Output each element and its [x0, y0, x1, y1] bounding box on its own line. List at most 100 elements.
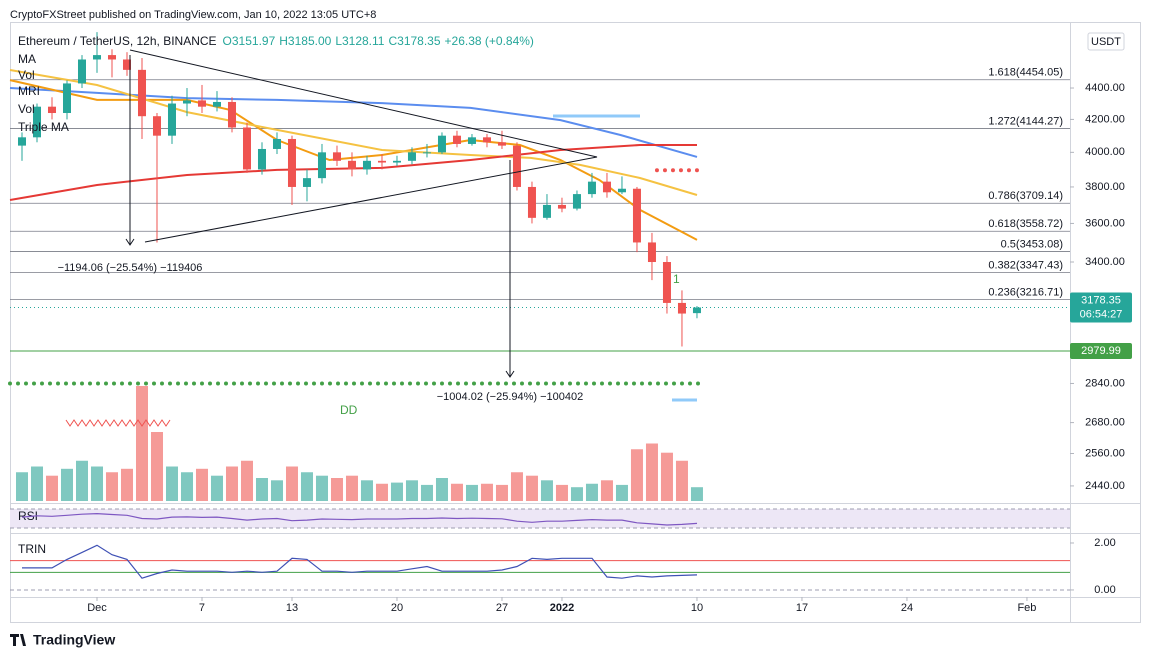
candle-body [527, 186, 536, 218]
x-tick-label: Dec [87, 602, 107, 614]
volume-bar [300, 472, 313, 501]
x-tick-label: 20 [391, 602, 403, 614]
volume-bar [180, 472, 193, 501]
y-tick-label: 2680.00 [1085, 417, 1125, 429]
fib-label: 1.272(4144.27) [988, 115, 1063, 127]
volume-bar [105, 472, 118, 501]
volume-bar [480, 483, 493, 501]
volume-bar [270, 480, 283, 501]
arrow-head [125, 238, 135, 246]
volume-bar [555, 484, 568, 501]
trin-tick-label: 2.00 [1094, 537, 1115, 549]
ohlc-change: +26.38 (+0.84%) [445, 34, 534, 48]
price-tag [1070, 342, 1132, 359]
last-price-tag [1070, 292, 1132, 323]
ohlc-low: L3128.11 [335, 34, 384, 48]
candle-body [677, 302, 686, 314]
candle-body [257, 148, 266, 170]
currency[interactable]: USDT [1091, 36, 1121, 48]
x-tick-label: 27 [496, 602, 508, 614]
currency-box[interactable] [1087, 32, 1125, 51]
candle-body [272, 138, 281, 149]
candle-body [77, 59, 86, 84]
candle-body [362, 160, 371, 170]
candle-body [47, 106, 56, 114]
y-tick-label: 4400.00 [1085, 82, 1125, 94]
candle-body [32, 106, 41, 138]
volume-bar [150, 432, 163, 501]
volume-bar [525, 475, 538, 501]
measure-label: −1004.02 (−25.94%) −100402 [437, 391, 584, 403]
volume-bar [165, 466, 178, 501]
candle-body [287, 138, 296, 187]
indicator-label[interactable]: Vol [18, 68, 35, 82]
volume-bar [195, 468, 208, 501]
indicator-label[interactable]: Vol [18, 102, 35, 116]
candle-body [17, 137, 26, 146]
volume-bar [210, 475, 223, 501]
pattern-label: DD [340, 403, 358, 417]
y-tick-label: 3400.00 [1085, 256, 1125, 268]
publisher-header: CryptoFXStreet published on TradingView.… [10, 9, 376, 21]
trin-tick-label: 0.00 [1094, 584, 1115, 596]
candle-body [587, 181, 596, 195]
indicator-label[interactable]: MRI [18, 84, 40, 98]
volume-bar [240, 460, 253, 501]
volume-bar [285, 466, 298, 501]
volume-bar [675, 460, 688, 501]
candle-body [347, 160, 356, 170]
candle-body [167, 103, 176, 136]
y-tick-label: 3800.00 [1085, 181, 1125, 193]
candle-body [212, 101, 221, 107]
y-tick-label: 4000.00 [1085, 146, 1125, 158]
volume-bar [495, 484, 508, 501]
x-tick-label: 2022 [550, 602, 574, 614]
volume-bar [120, 468, 133, 501]
indicator-label[interactable]: Triple MA [18, 120, 69, 134]
volume-bar [690, 487, 703, 501]
volume-bar [45, 475, 58, 501]
candle-body [407, 152, 416, 161]
candle-body [332, 152, 341, 161]
candle-body [92, 55, 101, 60]
candle-body [227, 101, 236, 128]
trin-line [22, 544, 698, 579]
candle-body [242, 127, 251, 170]
zigzag-marker [65, 419, 171, 427]
candle-layer [17, 32, 701, 347]
pane-label[interactable]: TRIN [18, 542, 46, 556]
candle-body [632, 188, 641, 243]
rsi-band [10, 509, 1070, 528]
volume-bar [60, 468, 73, 501]
candle-body [482, 137, 491, 143]
candle-body [692, 307, 701, 314]
frame [10, 22, 1141, 623]
candle-body [62, 83, 71, 114]
y-tick-label: 2560.00 [1085, 447, 1125, 459]
candle-body [557, 204, 566, 209]
fib-label: 0.236(3216.71) [988, 286, 1063, 298]
volume-bar [225, 466, 238, 501]
triangle-drawing [129, 49, 598, 243]
candle-body [152, 116, 161, 136]
symbol-title: Ethereum / TetherUS, 12h, BINANCE [18, 34, 217, 48]
ohlc-close: C3178.35 [388, 34, 440, 48]
candle-body [452, 135, 461, 144]
x-tick-label: 10 [691, 602, 703, 614]
x-tick-label: 17 [796, 602, 808, 614]
volume-bar [15, 472, 28, 501]
x-tick-label: 7 [199, 602, 205, 614]
volume-bar [645, 443, 658, 501]
brand-logo: TradingView [10, 632, 115, 648]
last-price-label: 3178.35 [1081, 294, 1121, 306]
volume-bar [360, 480, 373, 501]
volume-bar [375, 483, 388, 501]
fib-label: 1.618(4454.05) [988, 67, 1063, 79]
indicator-label[interactable]: MA [18, 52, 36, 66]
y-tick-label: 4200.00 [1085, 113, 1125, 125]
volume-layer [15, 386, 703, 501]
volume-bar [600, 480, 613, 501]
candle-body [602, 181, 611, 193]
